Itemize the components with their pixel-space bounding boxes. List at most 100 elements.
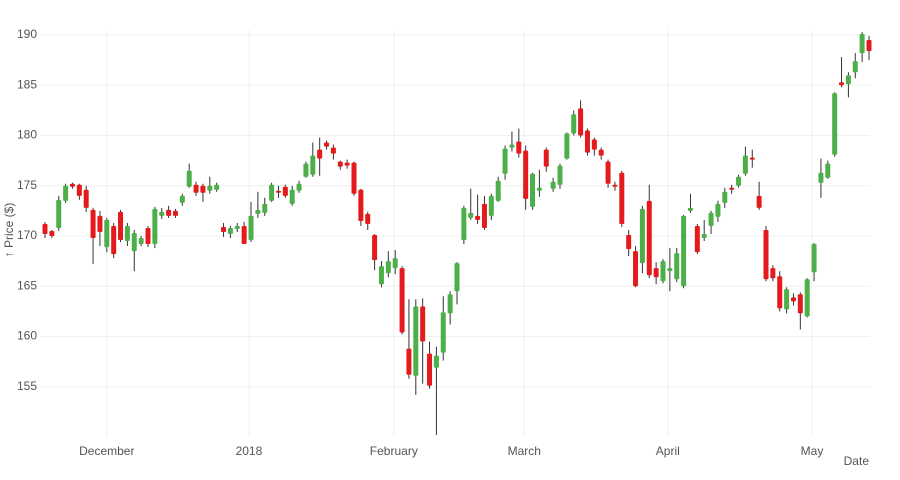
candle-body — [468, 212, 474, 218]
candle-body — [97, 215, 103, 232]
candle-body — [598, 149, 604, 156]
candle-body — [406, 348, 412, 375]
candle-body — [612, 184, 618, 187]
candle-body — [694, 225, 700, 253]
candle-body — [427, 353, 433, 386]
candle-body — [557, 165, 563, 185]
candle-body — [365, 213, 371, 224]
y-tick-label: 160 — [17, 329, 37, 343]
y-tick-label: 190 — [17, 27, 37, 41]
candle-body — [159, 211, 165, 216]
candle-body — [358, 189, 364, 221]
candle-body — [337, 161, 343, 167]
candle-body — [708, 212, 714, 226]
candle-body — [584, 130, 590, 153]
candle-body — [124, 225, 130, 242]
candle-body — [413, 306, 419, 376]
candle-body — [729, 187, 735, 190]
candle-body — [221, 226, 227, 232]
candle-body — [578, 108, 584, 136]
candle-body — [495, 180, 501, 201]
x-axis-label: Date — [844, 454, 870, 468]
y-tick-label: 170 — [17, 228, 37, 242]
candle-body — [118, 211, 124, 241]
candle-body — [269, 184, 275, 201]
candle-body — [179, 195, 185, 203]
candle-body — [255, 209, 261, 214]
candle-body — [63, 185, 69, 201]
candle-body — [90, 209, 96, 239]
candle-body — [207, 185, 213, 191]
candle-body — [523, 150, 529, 199]
candle-body — [866, 40, 872, 52]
candle-body — [152, 208, 158, 245]
candle-body — [543, 149, 549, 167]
candle-body — [653, 268, 659, 278]
candle-body — [227, 227, 233, 235]
candle-body — [619, 172, 625, 224]
candle-body — [440, 312, 446, 353]
x-tick-label: May — [801, 444, 824, 458]
candle-body — [701, 234, 707, 239]
candle-body — [777, 276, 783, 309]
candle-body — [330, 147, 336, 154]
candle-body — [591, 139, 597, 150]
candle-body — [845, 75, 851, 85]
y-tick-label: 185 — [17, 77, 37, 91]
candle-body — [530, 173, 536, 207]
candle-body — [852, 61, 858, 73]
candle-body — [344, 162, 350, 166]
candle-body — [296, 183, 302, 191]
candle-body — [282, 186, 288, 196]
candle-body — [454, 263, 460, 292]
candle-body — [131, 232, 137, 252]
candle-body — [605, 161, 611, 184]
candle-body — [324, 142, 330, 147]
candle-body — [461, 207, 467, 241]
candle-body — [687, 207, 693, 211]
candle-body — [241, 225, 247, 245]
candle-body — [200, 185, 206, 193]
candle-body — [571, 114, 577, 134]
y-tick-label: 155 — [17, 379, 37, 393]
candle-body — [749, 157, 755, 160]
candle-body — [214, 184, 220, 190]
y-tick-label: 175 — [17, 178, 37, 192]
candle-body — [681, 215, 687, 287]
candle-body — [639, 208, 645, 264]
candle-body — [145, 227, 151, 245]
candle-body — [56, 199, 62, 228]
candle-body — [832, 93, 838, 155]
candle-body — [502, 148, 508, 174]
candle-body — [488, 195, 494, 216]
candle-body — [392, 258, 398, 269]
candle-body — [49, 230, 55, 237]
candle-body — [475, 215, 481, 220]
candle-body — [104, 219, 110, 248]
candle-body — [715, 203, 721, 217]
candle-body — [372, 235, 378, 261]
candle-body — [756, 195, 762, 208]
candle-body — [674, 253, 680, 280]
candle-body — [784, 289, 790, 310]
candle-body — [667, 268, 673, 272]
candle-body — [804, 279, 810, 317]
candle-body — [399, 268, 405, 333]
candle-body — [193, 184, 199, 193]
candle-body — [797, 294, 803, 314]
candle-body — [736, 176, 742, 186]
candle-body — [818, 172, 824, 183]
candle-body — [69, 183, 75, 187]
candle-body — [839, 82, 845, 86]
candle-body — [433, 355, 439, 368]
candle-body — [646, 200, 652, 276]
candle-body — [722, 191, 728, 203]
candle-body — [234, 225, 240, 229]
candle-body — [378, 266, 384, 285]
candle-body — [310, 155, 316, 175]
x-tick-label: April — [656, 444, 680, 458]
candle-body — [825, 163, 831, 178]
candle-body — [172, 210, 178, 216]
candle-body — [859, 34, 865, 54]
candle-body — [111, 225, 117, 255]
